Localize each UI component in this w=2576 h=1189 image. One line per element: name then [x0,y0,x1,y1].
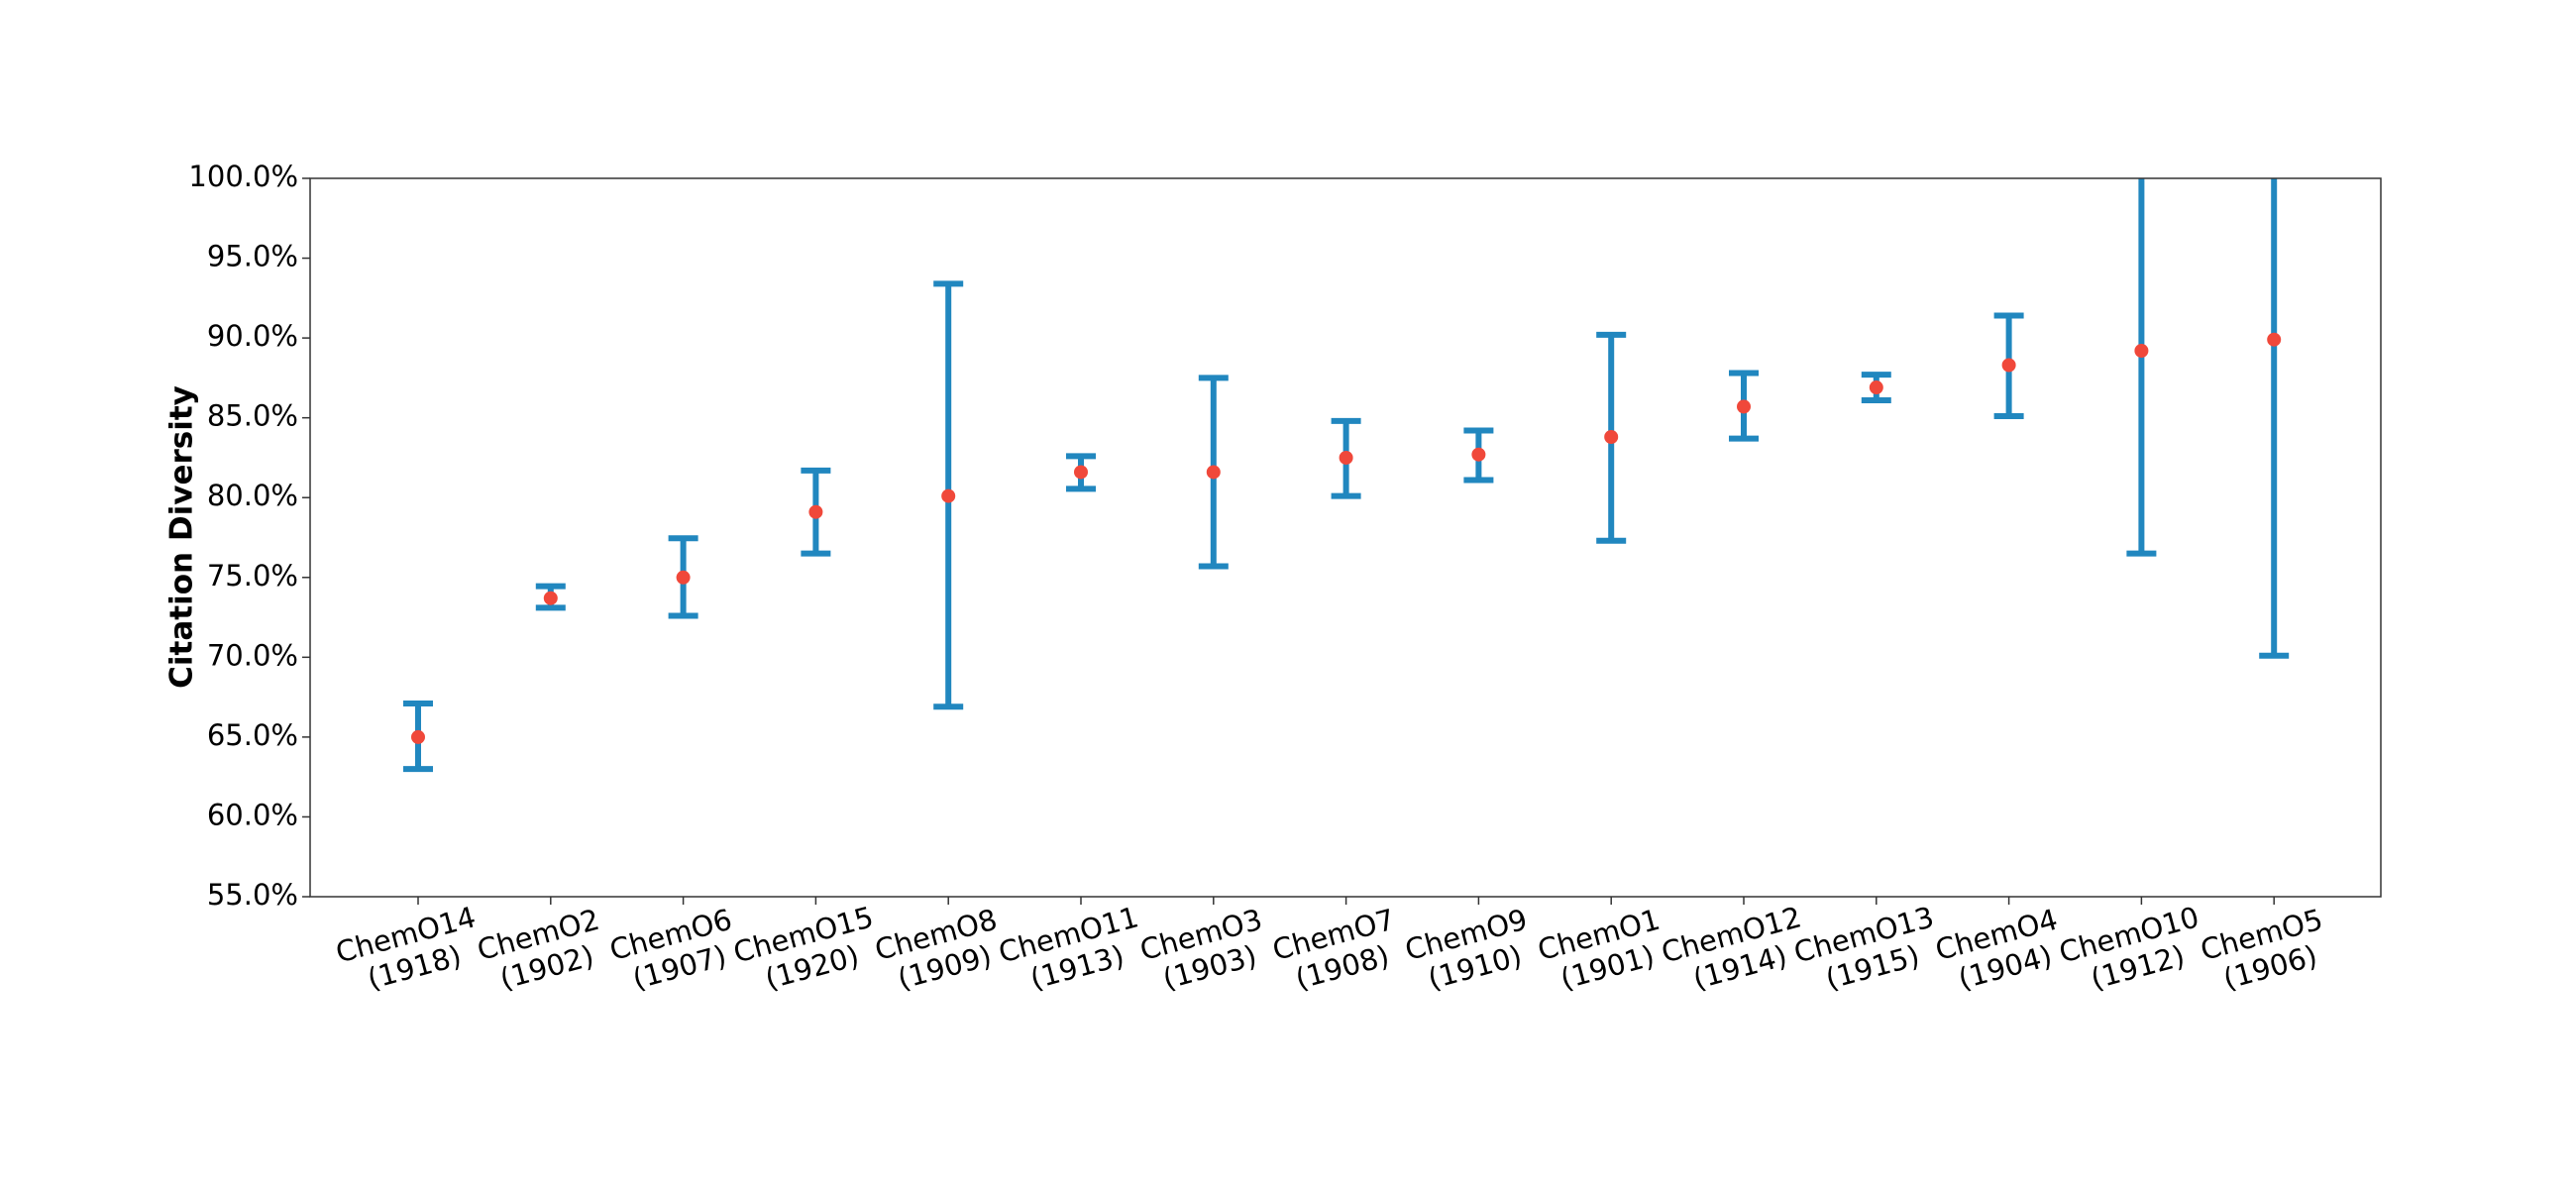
y-tick-label: 70.0% [207,638,298,672]
x-tick-label: ChemO5(1906) [2197,903,2326,996]
point [808,504,823,519]
x-tick-label: ChemO11(1913) [995,900,1141,996]
y-tick-label: 75.0% [207,559,298,593]
x-tick-label: ChemO4(1904) [1932,903,2062,996]
y-tick-label: 60.0% [207,798,298,831]
point [543,591,558,605]
y-tick-label: 85.0% [207,399,298,433]
x-tick-label: ChemO9(1910) [1402,903,1532,996]
y-axis-label: Citation Diversity [164,385,200,689]
x-tick-label: ChemO14(1918) [332,900,479,996]
x-tick-label: ChemO7(1908) [1269,903,1399,996]
x-tick-label: ChemO6(1907) [606,903,736,996]
y-tick-label: 95.0% [207,240,298,273]
plot-frame [309,177,2382,898]
point [1074,465,1088,480]
point [2267,332,2282,347]
point [2001,358,2016,373]
x-tick-label: ChemO10(1912) [2056,900,2202,996]
plot-area [403,178,2290,773]
point [941,488,956,503]
y-tick-label: 80.0% [207,479,298,512]
x-tick-label: ChemO8(1909) [871,903,1001,996]
x-tick-label: ChemO2(1902) [474,903,603,996]
y-tick-label: 90.0% [207,319,298,353]
x-tick-label: ChemO12(1914) [1658,900,1804,996]
point [1869,380,1883,395]
y-tick-label: 65.0% [207,718,298,752]
point [676,570,691,585]
x-tick-label: ChemO13(1915) [1790,900,1937,996]
point [1737,399,1751,414]
point [411,729,425,744]
x-tick-label: ChemO1(1901) [1534,903,1664,996]
y-tick-label: 100.0% [188,160,298,193]
point [1206,465,1221,480]
point [2134,344,2149,358]
y-tick-label: 55.0% [207,878,298,912]
point [1339,450,1353,465]
x-tick-label: ChemO15(1920) [730,900,877,996]
point [1604,430,1619,444]
x-tick-label: ChemO3(1903) [1136,903,1266,996]
point [1471,447,1486,462]
